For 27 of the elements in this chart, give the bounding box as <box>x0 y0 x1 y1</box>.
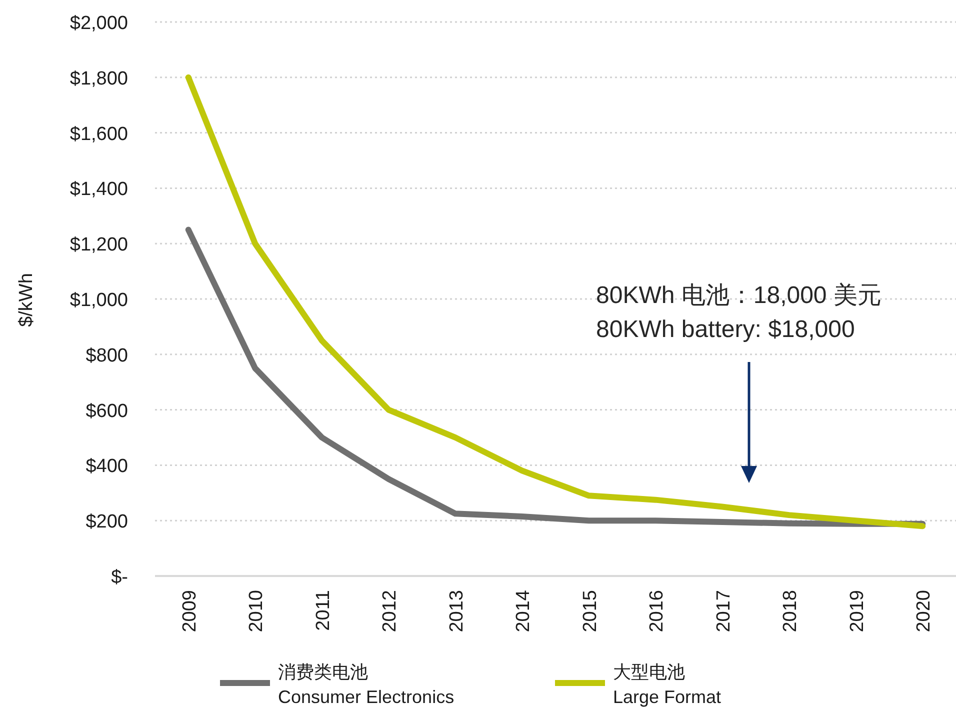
y-tick-label: $600 <box>86 400 128 422</box>
x-tick-label: 2013 <box>446 590 468 632</box>
x-tick-label: 2016 <box>646 590 668 632</box>
y-tick-label: $1,600 <box>70 124 128 145</box>
x-tick-label: 2010 <box>246 590 268 632</box>
y-tick-label: $200 <box>86 512 128 533</box>
x-tick-label: 2015 <box>580 590 601 632</box>
x-tick-label: 2017 <box>713 590 734 632</box>
y-tick-label: $1,200 <box>70 234 128 256</box>
y-tick-label: $2,000 <box>70 13 128 34</box>
y-tick-label: $- <box>111 567 128 588</box>
x-tick-label: 2018 <box>780 590 802 632</box>
x-tick-label: 2012 <box>380 590 401 632</box>
x-tick-label: 2009 <box>179 590 200 632</box>
legend-label: 大型电池 Large Format <box>613 662 722 707</box>
x-tick-label: 2019 <box>846 590 868 632</box>
x-tick-label: 2011 <box>312 590 334 631</box>
y-tick-label: $1,800 <box>70 68 128 90</box>
y-tick-label: $1,400 <box>70 179 128 200</box>
y-tick-label: $800 <box>86 345 128 366</box>
x-tick-label: 2020 <box>914 590 935 632</box>
y-tick-label: $1,000 <box>70 290 128 311</box>
y-axis-title: $/kWh <box>16 273 37 327</box>
annotation: 80KWh 电池：18,000 美元 80KWh battery: $18,000 <box>596 282 882 343</box>
y-tick-label: $400 <box>86 456 128 478</box>
x-tick-label: 2014 <box>513 590 534 632</box>
legend-label: 消费类电池 Consumer Electronics <box>278 662 454 707</box>
